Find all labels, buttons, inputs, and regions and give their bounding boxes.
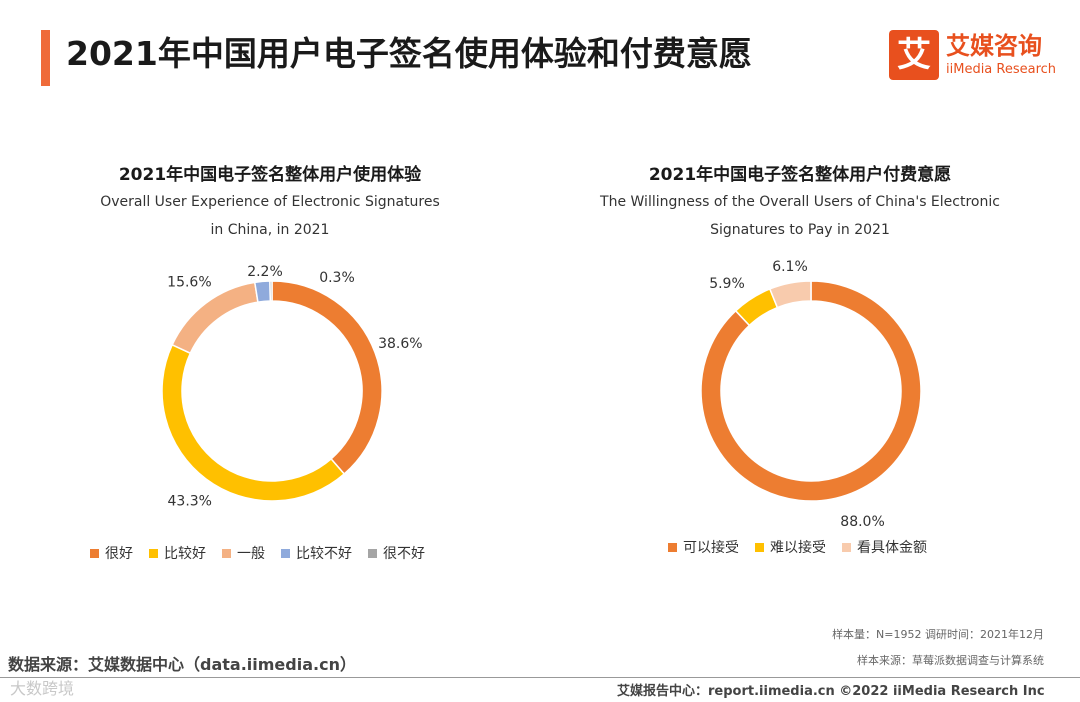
title-accent-bar <box>41 30 50 86</box>
data-source: 数据来源：艾媒数据中心（data.iimedia.cn） <box>8 655 356 674</box>
footer-divider <box>0 677 1080 678</box>
chart1-data-label-0: 38.6% <box>378 336 422 352</box>
watermark: 大数跨境 <box>10 679 75 698</box>
chart2-slice-0 <box>700 280 922 502</box>
chart2-data-label-1: 5.9% <box>709 276 745 292</box>
chart1-data-label-4: 0.3% <box>319 270 355 286</box>
footer-copyright: 艾媒报告中心：report.iimedia.cn ©2022 iiMedia R… <box>617 684 1045 699</box>
chart2-slice-2 <box>768 280 812 309</box>
sample-info: 样本量：N=1952 调研时间：2021年12月 <box>832 628 1044 641</box>
legend-swatch <box>842 542 851 552</box>
chart2-data-label-0: 88.0% <box>840 514 884 530</box>
chart2-legend: 可以接受 难以接受 看具体金额 <box>668 537 927 557</box>
chart2-data-label-2: 6.1% <box>772 259 808 275</box>
legend-label: 比较好 <box>164 546 206 562</box>
chart2-subtitle-line1: The Willingness of the Overall Users of … <box>600 194 1000 210</box>
chart1-subtitle-line1: Overall User Experience of Electronic Si… <box>100 194 440 210</box>
logo-icon <box>889 30 939 80</box>
legend-label: 比较不好 <box>296 546 352 562</box>
legend-item: 很不好 <box>368 543 425 563</box>
legend-item: 比较好 <box>149 543 206 563</box>
legend-swatch <box>668 542 677 552</box>
legend-swatch <box>368 548 377 558</box>
logo-name-cn: 艾媒咨询 <box>946 32 1042 60</box>
chart1-subtitle-line2: in China, in 2021 <box>210 222 330 238</box>
legend-swatch <box>90 548 99 558</box>
sample-source: 样本来源：草莓派数据调查与计算系统 <box>857 654 1044 667</box>
chart1-data-label-3: 2.2% <box>247 264 283 280</box>
chart1-slice-0 <box>271 280 383 476</box>
legend-label: 看具体金额 <box>857 540 927 556</box>
chart2-title: 2021年中国电子签名整体用户付费意愿 <box>648 165 952 185</box>
legend-item: 很好 <box>90 543 133 563</box>
legend-item: 可以接受 <box>668 537 739 557</box>
legend-label: 难以接受 <box>770 540 826 556</box>
chart1-data-label-2: 15.6% <box>167 275 211 291</box>
logo-mark: 艾 <box>897 35 931 75</box>
chart1-slice-1 <box>161 343 346 502</box>
legend-label: 可以接受 <box>683 540 739 556</box>
chart2-subtitle-line2: Signatures to Pay in 2021 <box>710 222 890 238</box>
chart1-slice-3 <box>253 280 272 303</box>
legend-swatch <box>222 548 231 558</box>
legend-swatch <box>149 548 158 558</box>
chart1-title: 2021年中国电子签名整体用户使用体验 <box>118 165 422 185</box>
chart1-legend: 很好 比较好 一般 比较不好 很不好 <box>90 543 425 563</box>
legend-swatch <box>755 542 764 552</box>
legend-label: 很好 <box>105 546 133 562</box>
chart1-slice-2 <box>171 281 259 355</box>
legend-label: 一般 <box>237 546 265 562</box>
legend-item: 一般 <box>222 543 265 563</box>
chart1-data-label-1: 43.3% <box>168 494 212 510</box>
logo-name-en: iiMedia Research <box>946 62 1057 77</box>
legend-label: 很不好 <box>383 546 425 562</box>
chart1-slice-4 <box>269 280 273 302</box>
legend-swatch <box>281 548 290 558</box>
page-title: 2021年中国用户电子签名使用体验和付费意愿 <box>66 34 752 73</box>
legend-item: 比较不好 <box>281 543 352 563</box>
legend-item: 难以接受 <box>755 537 826 557</box>
legend-item: 看具体金额 <box>842 537 927 557</box>
